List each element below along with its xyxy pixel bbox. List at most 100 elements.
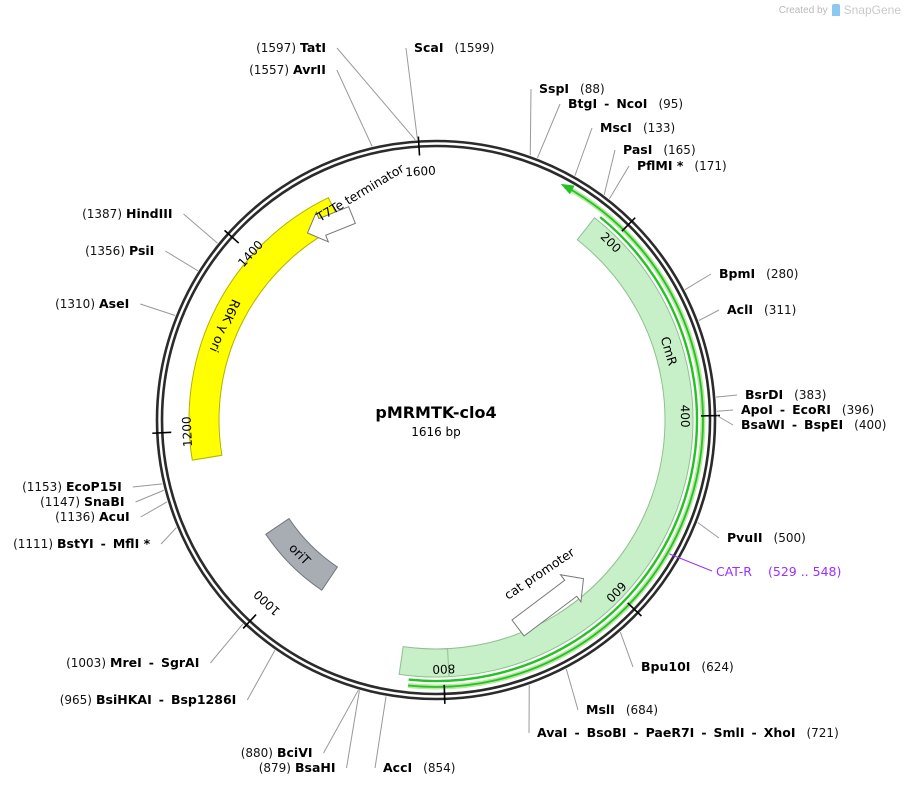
restriction-site-label[interactable]: SnaBI (1147): [40, 494, 124, 509]
restriction-site-label[interactable]: Bpu10I (624): [641, 659, 734, 674]
site-name-separator: -: [752, 725, 757, 740]
site-enzyme-name: BsiHKAI: [96, 692, 152, 707]
site-labels: CAT-R (529 .. 548) TatI (1597) ScaI (1599) Avr…: [13, 40, 886, 775]
restriction-site-label[interactable]: BsaHI (879): [259, 760, 336, 775]
ruler-tick-label: 1000: [251, 587, 283, 618]
site-name-separator: -: [633, 725, 638, 740]
restriction-site-label[interactable]: ApoI - EcoRI (396): [741, 402, 874, 417]
restriction-site-label[interactable]: PsiI (1356): [85, 243, 154, 258]
restriction-site-label[interactable]: AccI (854): [383, 760, 455, 775]
site-enzyme-name: MslI: [586, 702, 615, 717]
site-position: (311): [764, 303, 796, 317]
restriction-site-label[interactable]: MscI (133): [600, 120, 675, 135]
site-position: (1310): [55, 297, 95, 311]
ruler-tick: [443, 684, 446, 704]
feature-cat-promoter[interactable]: [508, 565, 594, 642]
restriction-site-label[interactable]: HindIII (1387): [82, 206, 172, 221]
restriction-site-label[interactable]: PflMI * (171): [637, 158, 727, 173]
restriction-site-label[interactable]: BciVI (880): [241, 745, 313, 760]
feature-t7te-terminator[interactable]: [302, 200, 358, 248]
ruler-tick-label: 1600: [405, 164, 436, 180]
site-position: (171): [694, 159, 726, 173]
site-enzyme-name: BspEI: [804, 417, 843, 432]
watermark-brand: SnapGene: [843, 3, 901, 17]
restriction-site-label[interactable]: AclI (311): [727, 302, 796, 317]
site-leader-line: [336, 69, 373, 147]
site-position: (88): [580, 82, 605, 96]
site-enzyme-name: SnaBI: [84, 494, 125, 509]
restriction-site-label[interactable]: BtgI - NcoI (95): [568, 96, 683, 111]
restriction-site-label[interactable]: BsrDI (383): [745, 387, 826, 402]
restriction-site-label[interactable]: MreI - SgrAI (1003): [66, 655, 199, 670]
restriction-site-label[interactable]: BsiHKAI - Bsp1286I (965): [60, 692, 237, 707]
site-enzyme-name: BsrDI: [745, 387, 783, 402]
restriction-site-label[interactable]: PasI (165): [623, 142, 696, 157]
restriction-site-label[interactable]: EcoP15I (1153): [22, 479, 122, 494]
restriction-site-label[interactable]: AseI (1310): [55, 296, 129, 311]
site-enzyme-name: PasI: [623, 142, 652, 157]
feature-cmr-tail: [398, 646, 450, 678]
site-leader-line: [697, 522, 720, 539]
annotation-cat-r[interactable]: CAT-R (529 .. 548): [716, 564, 841, 579]
site-enzyme-name: BstYI: [57, 536, 94, 551]
site-position: (95): [658, 97, 683, 111]
site-position: (133): [643, 121, 675, 135]
ruler-tick: [224, 229, 240, 244]
site-position: (880): [241, 746, 273, 760]
site-leader-line: [160, 527, 177, 545]
site-position: (400): [854, 418, 886, 432]
cmr-orf-line: [408, 216, 699, 683]
leader-cat-r: [669, 553, 713, 572]
site-enzyme-name: MflI *: [113, 536, 151, 551]
backbone-outer-ring: [155, 139, 717, 701]
site-position: (684): [626, 703, 658, 717]
site-leader-line: [132, 483, 163, 488]
site-enzyme-name: AclI: [727, 302, 753, 317]
site-position: (1356): [85, 244, 125, 258]
site-enzyme-name: TatI: [300, 40, 326, 55]
site-position: (1136): [55, 510, 95, 524]
site-position: (1153): [22, 480, 62, 494]
restriction-site-label[interactable]: BstYI - MflI * (1111): [13, 536, 150, 551]
site-name-separator: -: [101, 536, 106, 551]
ruler-tick-label: 400: [678, 405, 692, 428]
annotation-cat-r-range: (529 .. 548): [768, 564, 841, 579]
site-enzyme-name: MscI: [600, 120, 632, 135]
annotation-cat-r-label: CAT-R: [716, 564, 752, 579]
ruler-tick: [627, 602, 643, 617]
leader-lines: [132, 47, 738, 769]
restriction-site-label[interactable]: BpmI (280): [719, 266, 798, 281]
feature-orit[interactable]: [265, 517, 339, 591]
site-enzyme-name: BciVI: [277, 745, 313, 760]
site-leader-line: [565, 668, 579, 711]
site-name-separator: -: [604, 96, 609, 111]
ruler-tick-label: 1200: [180, 416, 195, 447]
site-leader-line: [619, 631, 634, 668]
site-position: (1147): [40, 495, 80, 509]
site-enzyme-name: XhoI: [764, 725, 796, 740]
site-leader-line: [183, 213, 218, 244]
site-enzyme-name: BtgI: [568, 96, 597, 111]
site-leader-line: [716, 415, 734, 426]
site-position: (624): [701, 660, 733, 674]
site-enzyme-name: SspI: [539, 81, 569, 96]
restriction-site-label[interactable]: BsaWI - BspEI (400): [741, 417, 886, 432]
restriction-site-label[interactable]: AcuI (1136): [55, 509, 130, 524]
site-leader-line: [140, 303, 176, 316]
restriction-site-label[interactable]: PvuII (500): [727, 530, 806, 545]
restriction-site-label[interactable]: AvaI - BsoBI - PaeR7I - SmlI - XhoI (721): [537, 725, 839, 740]
snapgene-logo-icon: [831, 4, 840, 16]
site-enzyme-name: AvaI: [537, 725, 567, 740]
site-enzyme-name: AcuI: [99, 509, 130, 524]
restriction-site-label[interactable]: ScaI (1599): [414, 40, 494, 55]
restriction-site-label[interactable]: AvrII (1557): [249, 62, 326, 77]
site-name-separator: -: [780, 402, 785, 417]
restriction-site-label[interactable]: SspI (88): [539, 81, 605, 96]
site-position: (1597): [256, 41, 296, 55]
restriction-site-label[interactable]: TatI (1597): [256, 40, 326, 55]
restriction-site-label[interactable]: MslI (684): [586, 702, 658, 717]
site-leader-line: [716, 394, 738, 398]
page-title: pMRMTK-clo4: [375, 403, 496, 422]
ruler-tick-label: 800: [432, 662, 455, 677]
site-position: (965): [60, 693, 92, 707]
